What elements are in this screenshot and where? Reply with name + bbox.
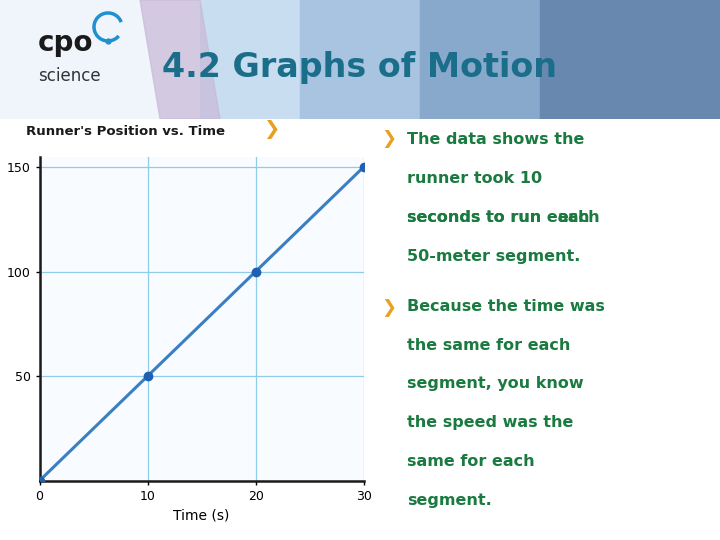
Text: Because the time was: Because the time was (407, 299, 605, 314)
Text: seconds to run: seconds to run (407, 210, 546, 225)
Text: the speed was the: the speed was the (407, 415, 573, 430)
Text: cpo: cpo (38, 29, 94, 57)
Text: each: each (557, 210, 600, 225)
Bar (540, 0, 720, 119)
Text: runner took 10: runner took 10 (407, 171, 542, 186)
Polygon shape (140, 0, 220, 119)
Text: same for each: same for each (407, 454, 534, 469)
Text: science: science (38, 67, 101, 85)
Bar (0, 0, 200, 119)
Text: The data shows the: The data shows the (407, 132, 584, 147)
Text: segment, you know: segment, you know (407, 376, 583, 392)
Text: seconds to run ​each: seconds to run ​each (407, 210, 589, 225)
X-axis label: Time (s): Time (s) (174, 508, 230, 522)
Text: Runner's Position vs. Time: Runner's Position vs. Time (27, 125, 225, 138)
Bar (200, 0, 300, 119)
Text: 4.2 Graphs of Motion: 4.2 Graphs of Motion (163, 51, 557, 84)
Bar (420, 0, 540, 119)
Text: segment.: segment. (407, 493, 492, 508)
Text: ❯: ❯ (382, 130, 397, 147)
Bar (300, 0, 420, 119)
Y-axis label: Position (m): Position (m) (0, 277, 1, 360)
Text: ❯: ❯ (382, 299, 397, 316)
Text: the same for each: the same for each (407, 338, 570, 353)
Text: 50-meter segment.: 50-meter segment. (407, 249, 580, 264)
Text: ❯: ❯ (263, 120, 279, 139)
